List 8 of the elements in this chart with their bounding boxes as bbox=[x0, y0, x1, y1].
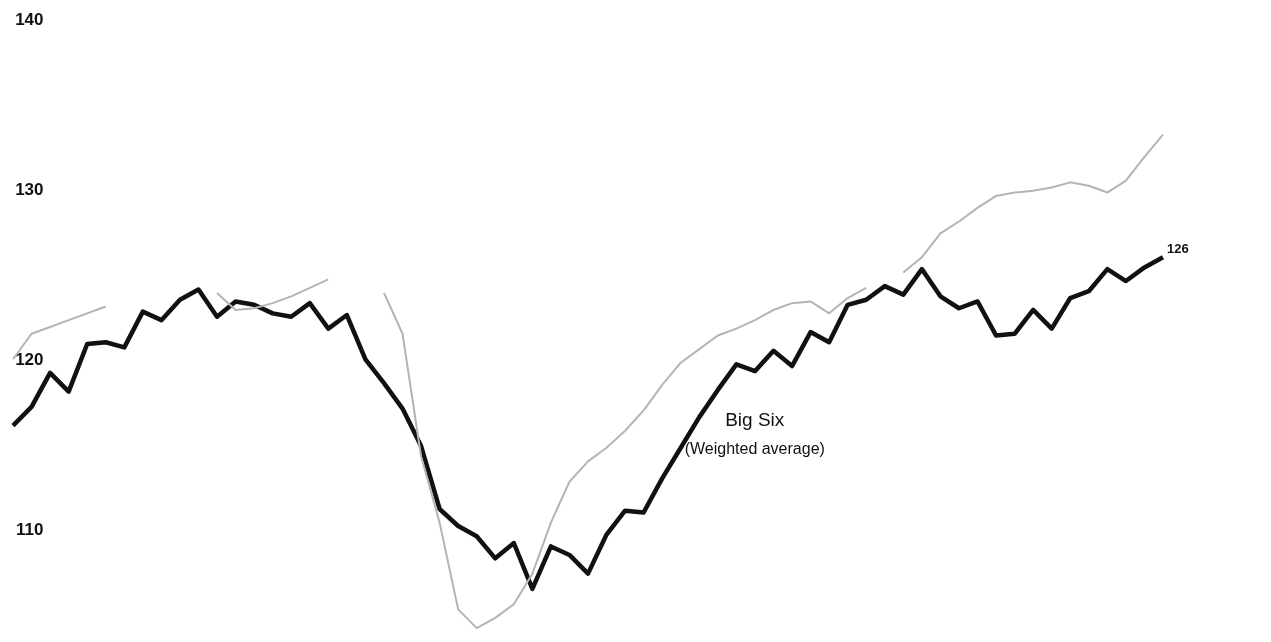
y-tick-label: 110 bbox=[16, 519, 44, 539]
y-tick-label: 120 bbox=[15, 349, 44, 369]
annotation: (Weighted average) bbox=[684, 439, 825, 457]
data-label: 126 bbox=[1167, 241, 1189, 257]
y-tick-label: 140 bbox=[15, 9, 44, 29]
y-tick-label: 130 bbox=[15, 179, 44, 199]
series-label: Big Six bbox=[725, 408, 785, 430]
line-series bbox=[10, 254, 1166, 592]
